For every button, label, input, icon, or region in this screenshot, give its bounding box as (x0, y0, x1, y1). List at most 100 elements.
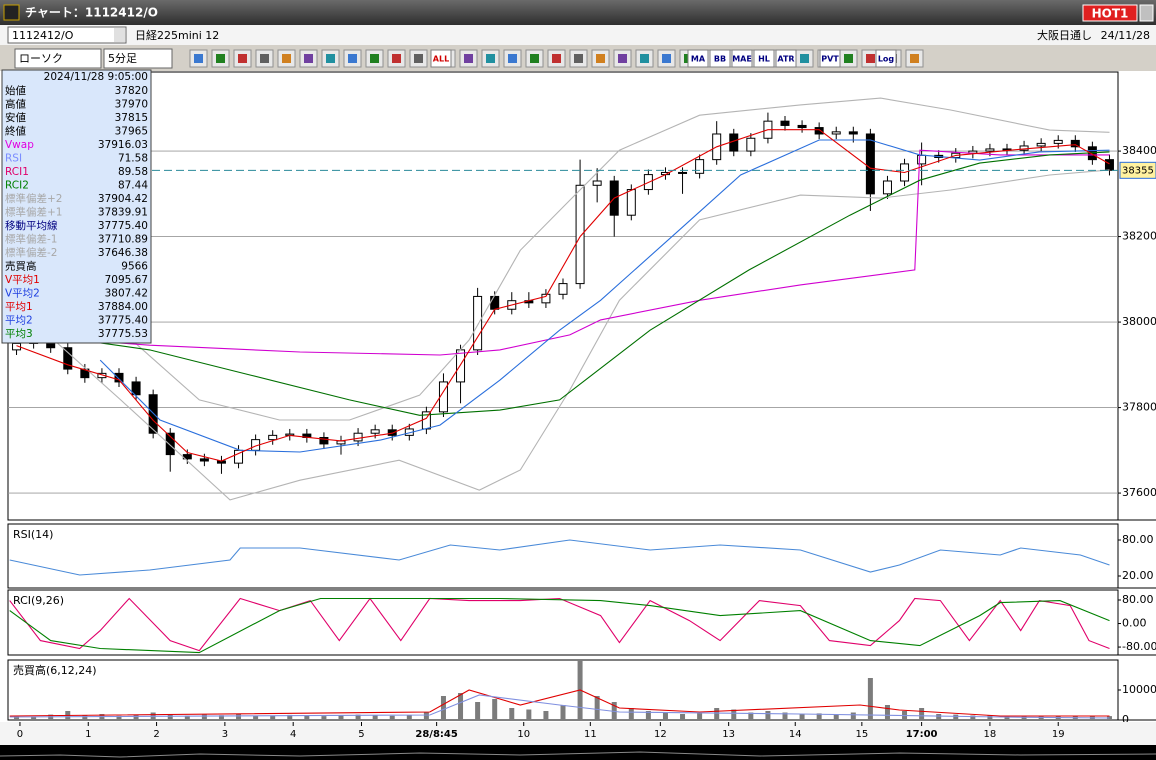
volume-bar (662, 712, 668, 720)
toolbar-icon[interactable] (687, 49, 709, 68)
toolbar-icon[interactable] (875, 49, 897, 68)
toolbar-glyph[interactable] (326, 54, 335, 63)
symbol-code[interactable]: 1112412/O (12, 29, 74, 42)
volume-bar (799, 714, 805, 720)
interval-select[interactable] (103, 48, 173, 69)
volume-bar (680, 714, 686, 720)
toolbar-glyph[interactable] (260, 54, 269, 63)
info-value: 37775.40 (98, 315, 148, 327)
y-tick-label: 0.00 (1122, 617, 1147, 630)
x-tick-label: 2 (153, 729, 159, 740)
close-button[interactable] (1139, 4, 1154, 22)
toolbar-icon[interactable] (709, 49, 731, 68)
toolbar-glyph[interactable] (530, 54, 539, 63)
toolbar-icon-label[interactable]: ATR (777, 55, 794, 64)
toolbar-glyph[interactable] (304, 54, 313, 63)
toolbar-icon[interactable] (753, 49, 775, 68)
candle-body (80, 368, 90, 379)
info-label: 平均2 (5, 315, 33, 327)
market-name: 大阪日通し (1037, 28, 1092, 42)
panel-title: RSI(14) (13, 528, 53, 541)
chart-type-select[interactable] (14, 48, 102, 69)
info-label: 安値 (5, 111, 26, 124)
toolbar-icon-label[interactable]: Log (878, 55, 895, 64)
toolbar-glyph[interactable] (596, 54, 605, 63)
candle-body (831, 131, 841, 135)
candle-body (199, 458, 209, 462)
info-label: 終値 (5, 125, 26, 138)
toolbar-icon[interactable] (819, 49, 841, 68)
toolbar-glyph[interactable] (348, 54, 357, 63)
volume-bar (406, 715, 412, 720)
hot-button-label[interactable]: HOT1 (1092, 7, 1129, 21)
candle-body (917, 154, 927, 165)
toolbar-icon[interactable] (430, 49, 452, 68)
toolbar-icon-label[interactable]: ALL (433, 55, 449, 64)
volume-bar (919, 708, 925, 720)
x-tick-label: 18 (984, 729, 997, 740)
overview-strip (0, 745, 1156, 760)
candle-body (148, 394, 158, 434)
candle-body (558, 283, 568, 295)
volume-bar (867, 678, 873, 720)
window-title: チャート：1112412/O (25, 6, 158, 20)
info-label: 標準偏差-1 (5, 233, 57, 246)
toolbar-icon[interactable] (775, 49, 797, 68)
interval[interactable]: 5分足 (108, 52, 137, 65)
toolbar-glyph[interactable] (866, 54, 875, 63)
toolbar-glyph[interactable] (574, 54, 583, 63)
x-tick-label: 11 (584, 729, 597, 740)
chart-type[interactable]: ローソク (19, 52, 63, 65)
x-tick-label: 5 (358, 729, 364, 740)
toolbar-icon-label[interactable]: PVT (821, 55, 839, 64)
info-value: 71.58 (118, 153, 148, 165)
volume-bar (270, 715, 276, 720)
indicator-line (9, 694, 1110, 719)
toolbar-glyph[interactable] (844, 54, 853, 63)
toolbar-icon-label[interactable]: BB (714, 55, 726, 64)
symbol-input[interactable] (7, 26, 127, 44)
toolbar-glyph[interactable] (238, 54, 247, 63)
toolbar-glyph[interactable] (414, 54, 423, 63)
toolbar-glyph[interactable] (464, 54, 473, 63)
toolbar-glyph[interactable] (486, 54, 495, 63)
indicator-line (16, 129, 1110, 462)
candle-body (456, 349, 466, 383)
toolbar-glyph[interactable] (282, 54, 291, 63)
candle-body (592, 180, 602, 186)
toolbar-icon[interactable] (731, 49, 753, 68)
x-tick-label: 12 (654, 729, 667, 740)
toolbar-glyph[interactable] (640, 54, 649, 63)
symbol-name: 日経225mini 12 (135, 29, 219, 42)
toolbar-glyph[interactable] (552, 54, 561, 63)
info-value: 89.58 (118, 166, 148, 178)
toolbar-glyph[interactable] (910, 54, 919, 63)
toolbar-glyph[interactable] (392, 54, 401, 63)
candle-body (814, 127, 824, 135)
toolbar-glyph[interactable] (618, 54, 627, 63)
y-tick-label: -80.00 (1122, 640, 1156, 653)
indicator-line (9, 149, 1110, 356)
volume-bar (116, 715, 122, 720)
dropdown-arrow[interactable] (114, 28, 125, 42)
info-label: RCI1 (5, 166, 29, 178)
plots: 37600378003800038200384003835580.0020.00… (0, 71, 1156, 745)
toolbar-icon-label[interactable]: HL (758, 55, 770, 64)
candle-body (387, 429, 397, 436)
info-value: 37775.53 (98, 328, 148, 340)
indicator-line (9, 597, 1110, 652)
toolbar-glyph[interactable] (194, 54, 203, 63)
toolbar-icon-label[interactable]: MA (691, 55, 706, 64)
toolbar-icon-label[interactable]: MAE (732, 55, 752, 64)
toolbar-glyph[interactable] (662, 54, 671, 63)
panel-title: 売買高(6,12,24) (13, 663, 97, 677)
toolbar-glyph[interactable] (370, 54, 379, 63)
x-tick-label: 19 (1052, 729, 1065, 740)
toolbar-glyph[interactable] (508, 54, 517, 63)
candle-body (746, 137, 756, 152)
toolbar-glyph[interactable] (800, 54, 809, 63)
hot-button[interactable] (1082, 4, 1138, 22)
volume-bar (167, 714, 173, 720)
toolbar-glyph[interactable] (216, 54, 225, 63)
info-label: 標準偏差-2 (5, 246, 57, 259)
